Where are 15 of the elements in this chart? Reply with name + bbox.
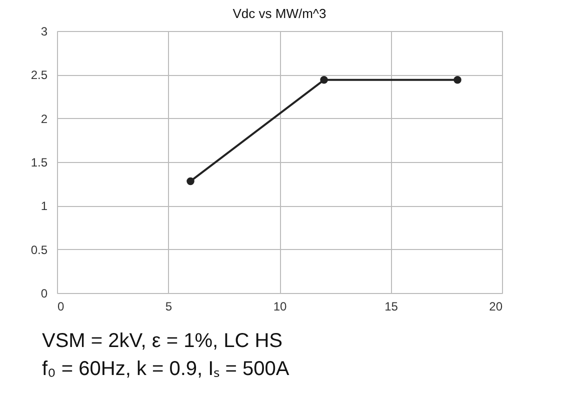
text: VSM = 2kV, ε = 1%, LC HS: [42, 330, 283, 352]
x-tick-label: 0: [58, 300, 64, 314]
x-tick-label: 20: [489, 300, 503, 314]
x-tick-label: 10: [273, 300, 287, 314]
y-tick-label: 0: [40, 286, 48, 300]
text: f₀ = 60Hz, k = 0.9, Iₛ = 500A: [42, 358, 290, 380]
y-tick-label: 1: [40, 199, 48, 214]
y-tick-label: 3: [40, 24, 48, 38]
x-tick-label: 5: [165, 300, 172, 314]
x-tick-label: 15: [384, 300, 398, 314]
y-tick-label: 1.5: [30, 156, 48, 170]
y-tick-label: 2.5: [30, 68, 48, 82]
y-tick-label: 2: [40, 112, 48, 126]
chart-title: Vdc vs MW/m^3: [232, 6, 326, 21]
y-tick-label: 0.5: [30, 242, 48, 257]
